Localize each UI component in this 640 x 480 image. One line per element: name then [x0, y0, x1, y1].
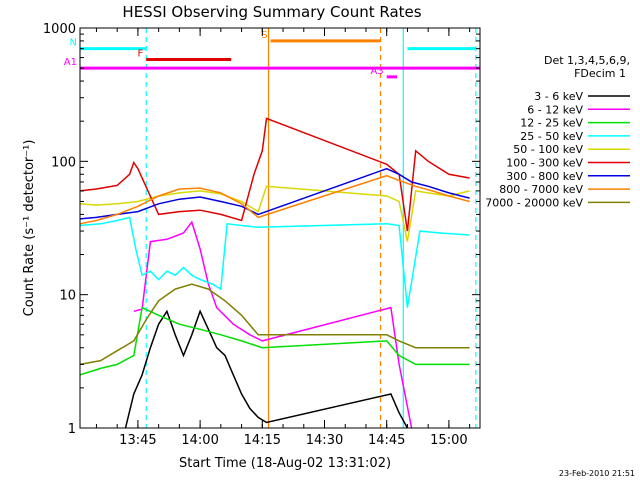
y-axis-label: Count Rate (s⁻¹ detector⁻¹): [22, 140, 37, 317]
series-6-12-kev: [133, 220, 413, 429]
flag-bars: N F S A1 A3: [64, 30, 480, 79]
x-tick-label-5: 14:45: [368, 433, 405, 448]
flag-label-n: N: [70, 38, 77, 49]
flag-label-f: F: [137, 49, 143, 60]
chart-title: HESSI Observing Summary Count Rates: [122, 3, 421, 21]
legend-label-800-7000-kev: 800 - 7000 keV: [499, 183, 583, 196]
y-tick-label-2: 10: [59, 289, 76, 304]
axes: 13:45 14:00 14:15 14:30 14:45 15:00 1 10 100 1000: [43, 22, 480, 448]
series-800-7000-kev: [79, 174, 470, 225]
legend-label-300-800-kev: 300 - 800 keV: [506, 170, 583, 183]
x-tick-label-6: 15:00: [430, 433, 467, 448]
legend-label-50-100-kev: 50 - 100 keV: [513, 143, 583, 156]
vertical-markers: [145, 28, 477, 428]
y-tick-label-4: 1000: [43, 22, 76, 37]
legend-label-100-300-kev: 100 - 300 keV: [506, 157, 583, 170]
x-tick-label-1: 13:45: [119, 433, 156, 448]
legend-label-7000-20000-kev: 7000 - 20000 keV: [485, 196, 583, 209]
series-7000-20000-kev: [79, 283, 470, 366]
legend-label-6-12-kev: 6 - 12 keV: [527, 103, 583, 116]
legend-header-line2: FDecim 1: [574, 67, 626, 80]
series-3-6-kev: [124, 309, 409, 429]
legend-label-12-25-kev: 12 - 25 keV: [520, 117, 583, 130]
flag-label-a3: A3: [371, 66, 384, 77]
legend-label-3-6-kev: 3 - 6 keV: [534, 90, 583, 103]
x-tick-label-4: 14:30: [306, 433, 343, 448]
y-tick-label-3: 100: [51, 155, 76, 170]
flag-label-a1: A1: [64, 57, 77, 68]
series-100-300-kev: [79, 117, 470, 232]
x-tick-label-3: 14:15: [244, 433, 281, 448]
flag-label-s: S: [261, 30, 267, 41]
x-axis-label: Start Time (18-Aug-02 13:31:02): [179, 456, 391, 471]
series-25-50-kev: [79, 216, 470, 308]
x-tick-label-2: 14:00: [181, 433, 218, 448]
series-50-100-kev: [79, 185, 470, 242]
series-lines: [79, 117, 470, 429]
legend-label-25-50-kev: 25 - 50 keV: [520, 130, 583, 143]
y-tick-label-1: 1: [68, 422, 76, 437]
footer-date: 23-Feb-2010 21:51: [559, 469, 635, 478]
series-12-25-kev: [79, 306, 470, 376]
legend-header-line1: Det 1,3,4,5,6,9,: [544, 54, 630, 67]
series-300-800-kev: [79, 167, 470, 220]
plot-frame: [79, 27, 481, 429]
